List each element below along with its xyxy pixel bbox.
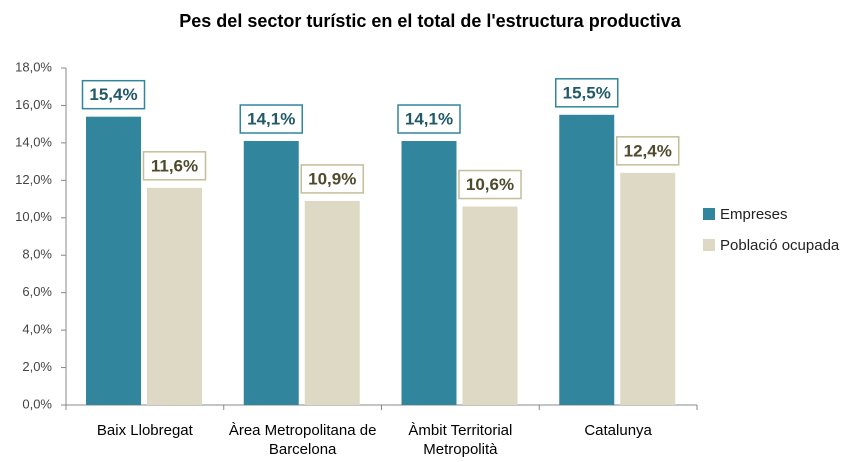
y-tick-label: 16,0% xyxy=(15,97,52,112)
legend-swatch xyxy=(703,208,715,220)
legend-swatch xyxy=(703,239,715,251)
legend-label: Empreses xyxy=(720,206,788,223)
data-label-box xyxy=(397,104,461,134)
bar xyxy=(401,141,457,405)
x-tick-label: Àrea Metropolitana de Barcelona xyxy=(228,422,377,458)
bar xyxy=(304,200,360,405)
data-label-box xyxy=(458,169,522,200)
data-label-box xyxy=(300,164,364,194)
data-label: 15,5% xyxy=(563,83,611,102)
data-label: 11,6% xyxy=(151,156,198,175)
data-label-box xyxy=(239,104,303,134)
data-label-box xyxy=(142,151,207,181)
bar xyxy=(620,172,676,405)
y-tick-label: 6,0% xyxy=(22,284,52,299)
bar xyxy=(462,206,518,405)
x-tick-label: Catalunya xyxy=(584,422,652,439)
bar xyxy=(86,116,141,405)
data-label: 10,9% xyxy=(308,169,356,188)
y-tick-label: 4,0% xyxy=(22,322,52,337)
data-label: 14,1% xyxy=(247,110,295,129)
bar xyxy=(147,187,202,405)
y-tick-label: 0,0% xyxy=(22,396,52,411)
data-label: 12,4% xyxy=(624,141,672,160)
y-tick-label: 12,0% xyxy=(15,172,52,187)
y-tick-label: 8,0% xyxy=(22,247,52,262)
bar xyxy=(243,141,299,405)
data-label-box xyxy=(81,79,146,110)
chart-title: Pes del sector turístic en el total de l… xyxy=(179,11,681,31)
legend-label: Població ocupada xyxy=(720,237,840,254)
bar xyxy=(559,114,615,406)
data-label-box xyxy=(555,78,619,108)
data-label: 10,6% xyxy=(466,175,514,194)
x-tick-label: Àmbit Territorial Metropolità xyxy=(408,422,513,458)
y-tick-label: 2,0% xyxy=(22,359,52,374)
x-tick-label: Baix Llobregat xyxy=(96,422,193,439)
y-tick-label: 18,0% xyxy=(15,59,52,74)
data-label: 14,1% xyxy=(405,110,453,129)
data-label-box xyxy=(616,136,680,166)
data-label: 15,4% xyxy=(89,85,137,104)
y-tick-label: 10,0% xyxy=(15,209,52,224)
y-tick-label: 14,0% xyxy=(15,134,52,149)
